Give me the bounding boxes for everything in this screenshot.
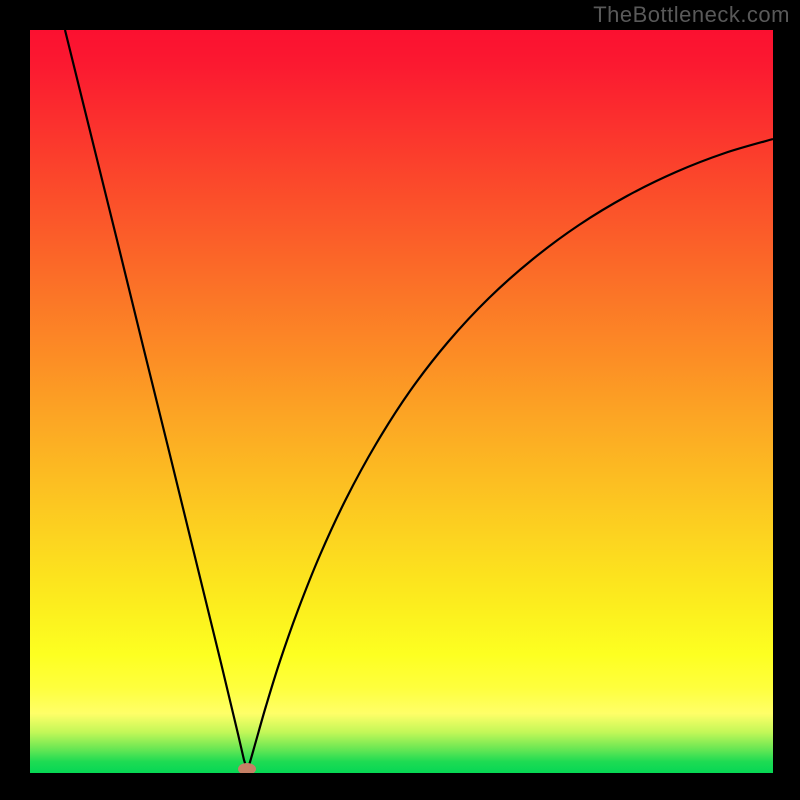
plot-area — [30, 30, 773, 773]
curve-left-branch — [65, 30, 247, 769]
bottleneck-curve — [30, 30, 773, 773]
watermark-text: TheBottleneck.com — [593, 2, 790, 28]
curve-right-branch — [247, 139, 773, 769]
minimum-marker — [238, 763, 256, 773]
